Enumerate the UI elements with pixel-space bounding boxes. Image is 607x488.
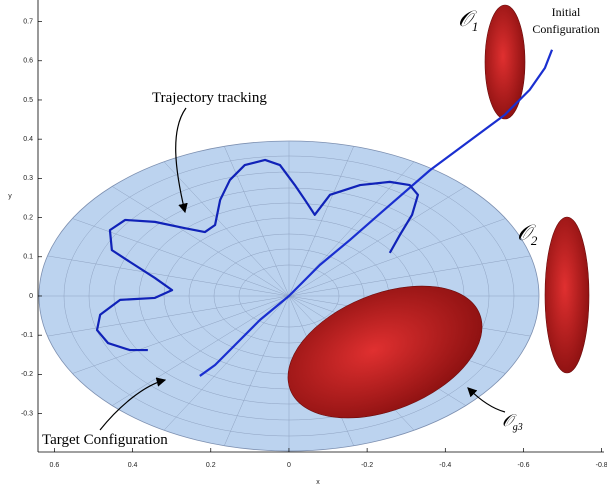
annotation: 𝒪1: [458, 6, 478, 34]
y-tick-label: 0: [29, 293, 33, 300]
x-tick-label: -0.4: [439, 462, 451, 469]
annotation: Configuration: [532, 22, 599, 36]
x-tick-label: 0.4: [128, 462, 138, 469]
y-tick-label: 0.1: [23, 254, 33, 261]
annotation: Trajectory tracking: [152, 90, 267, 106]
annotation: 𝒪2: [517, 220, 538, 248]
y-tick-label: 0.2: [23, 214, 33, 221]
x-axis-label: x: [316, 479, 320, 486]
x-tick-label: -0.6: [517, 462, 529, 469]
x-tick-label: 0: [287, 462, 291, 469]
y-tick-label: 0.4: [23, 136, 33, 143]
x-tick-label: 0.6: [50, 462, 60, 469]
y-tick-label: -0.2: [21, 371, 33, 378]
chart: x y Trajectory tracking Initial Configur…: [0, 0, 607, 488]
annotation: Target Configuration: [42, 432, 168, 448]
annotation: Initial: [552, 5, 581, 19]
y-tick-label: 0.7: [23, 18, 33, 25]
x-tick-label: 0.2: [206, 462, 216, 469]
x-tick-label: -0.8: [596, 462, 607, 469]
x-tick-label: -0.2: [361, 462, 373, 469]
y-tick-label: 0.6: [23, 58, 33, 65]
y-tick-label: 0.5: [23, 97, 33, 104]
y-tick-label: 0.3: [23, 175, 33, 182]
y-tick-label: -0.3: [21, 410, 33, 417]
annotation: 𝒪g3: [502, 411, 523, 433]
y-tick-label: -0.1: [21, 332, 33, 339]
y-axis-label: y: [8, 193, 12, 200]
